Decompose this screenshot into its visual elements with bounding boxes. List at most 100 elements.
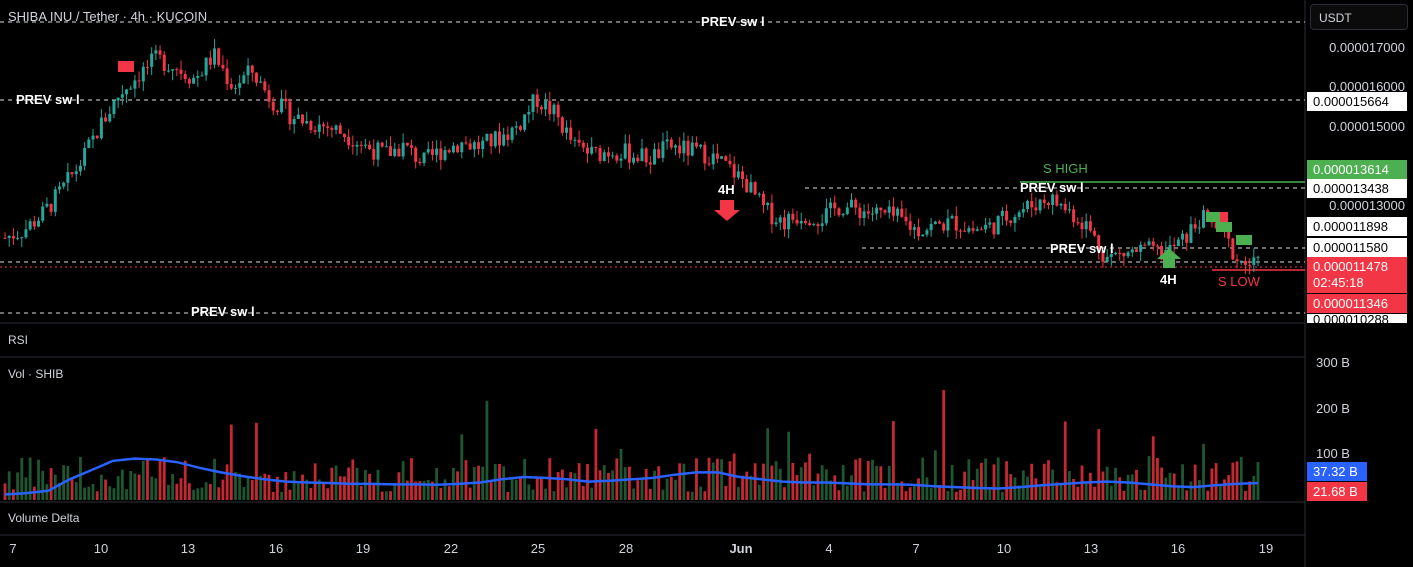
candle-body: [870, 213, 874, 215]
volume-bar: [535, 476, 539, 500]
s-high-label: S HIGH: [1043, 161, 1088, 176]
volume-bar: [1005, 461, 1008, 500]
candle-body: [1202, 210, 1206, 228]
volume-bar: [711, 462, 715, 500]
candle-body: [74, 171, 78, 175]
volume-bar: [816, 473, 820, 500]
currency-scale-button[interactable]: USDT: [1310, 4, 1408, 30]
volume-bar: [1109, 485, 1113, 500]
volume-bar: [162, 457, 166, 500]
volume-bar: [422, 480, 426, 500]
volume-bar: [778, 468, 782, 500]
candle-body: [443, 150, 447, 160]
candle-body: [83, 147, 87, 166]
candle-body: [527, 111, 531, 115]
candle-body: [284, 98, 288, 102]
candle-body: [53, 189, 57, 212]
candle-body: [376, 142, 380, 160]
candle-body: [95, 135, 99, 139]
candle-body: [510, 127, 514, 140]
rsi-pane-label[interactable]: RSI: [8, 333, 29, 347]
candle-body: [7, 235, 11, 238]
volume-bar: [938, 484, 941, 500]
candle-body: [690, 142, 694, 156]
price-tick-17000: 0.000017000: [1329, 40, 1405, 55]
volume-bar: [108, 486, 112, 500]
volume-bar: [942, 390, 946, 500]
candle-body: [925, 230, 929, 235]
green-flag-marker-2: [1216, 222, 1232, 232]
date-tick: 19: [355, 541, 371, 556]
candle-body: [699, 144, 703, 147]
candle-body: [271, 101, 275, 111]
volume-pane-label[interactable]: Vol · SHIB: [8, 367, 64, 381]
volume-bar: [401, 461, 405, 500]
candle-body: [317, 124, 321, 132]
candle-body: [326, 126, 330, 128]
candle-body: [963, 230, 967, 232]
symbol-title[interactable]: SHIBA INU / Tether · 4h · KUCOIN: [8, 9, 208, 24]
volume-tick-300: 300 B: [1316, 355, 1350, 370]
candle-body: [996, 216, 1000, 235]
volume-bar: [523, 458, 527, 500]
candle-body: [120, 94, 124, 98]
candle-body: [150, 53, 154, 67]
candle-body: [795, 219, 799, 224]
candle-body: [292, 118, 296, 125]
volume-bar: [431, 481, 434, 500]
volume-bar: [49, 468, 53, 500]
candle-body: [887, 206, 891, 213]
volume-bar: [1189, 481, 1193, 500]
volume-bar: [343, 476, 346, 500]
candle-body: [544, 100, 548, 110]
volume-bar: [904, 491, 908, 500]
volume-bar: [607, 472, 610, 500]
candle-body: [493, 131, 497, 147]
candle-body: [720, 156, 724, 159]
candle-body: [368, 144, 372, 150]
candle-body: [254, 72, 258, 83]
candle-body: [1017, 212, 1021, 217]
volume-bar: [1000, 491, 1004, 500]
candle-body: [854, 199, 858, 208]
candle-body: [1034, 207, 1038, 211]
candle-body: [221, 64, 225, 69]
volume-bar: [556, 472, 560, 500]
volume-bar: [833, 475, 837, 500]
candlestick-series: [3, 39, 1260, 275]
volume-bar: [736, 486, 740, 500]
volume-bar: [686, 491, 690, 500]
candle-body: [108, 114, 112, 122]
volume-bar: [628, 466, 631, 500]
candle-body: [1248, 264, 1252, 266]
volume-bar: [560, 469, 564, 500]
candle-body: [1038, 199, 1042, 211]
candle-body: [812, 224, 816, 226]
volume-bar: [858, 458, 862, 500]
volume-bar: [464, 460, 468, 500]
volume-bar: [745, 471, 749, 500]
volume-bar: [787, 431, 791, 500]
volume-delta-pane-label[interactable]: Volume Delta: [8, 511, 80, 525]
volume-bar: [908, 487, 912, 500]
volume-bar: [322, 483, 325, 500]
volume-bar: [91, 483, 95, 500]
volume-bar: [418, 481, 422, 500]
volume-bar: [959, 489, 962, 500]
volume-bar: [565, 487, 568, 500]
volume-bar: [154, 478, 158, 500]
candle-body: [971, 228, 975, 231]
volume-bar: [552, 491, 556, 500]
volume-bar: [1143, 489, 1147, 500]
candle-body: [741, 171, 745, 180]
candle-body: [1151, 241, 1155, 246]
volume-bar: [460, 434, 464, 500]
volume-bar: [1139, 489, 1143, 500]
volume-bar: [770, 465, 774, 500]
volume-bar: [862, 491, 866, 500]
volume-bar: [963, 471, 967, 500]
candle-body: [296, 114, 300, 119]
volume-bar: [871, 459, 874, 500]
candle-body: [104, 117, 108, 122]
